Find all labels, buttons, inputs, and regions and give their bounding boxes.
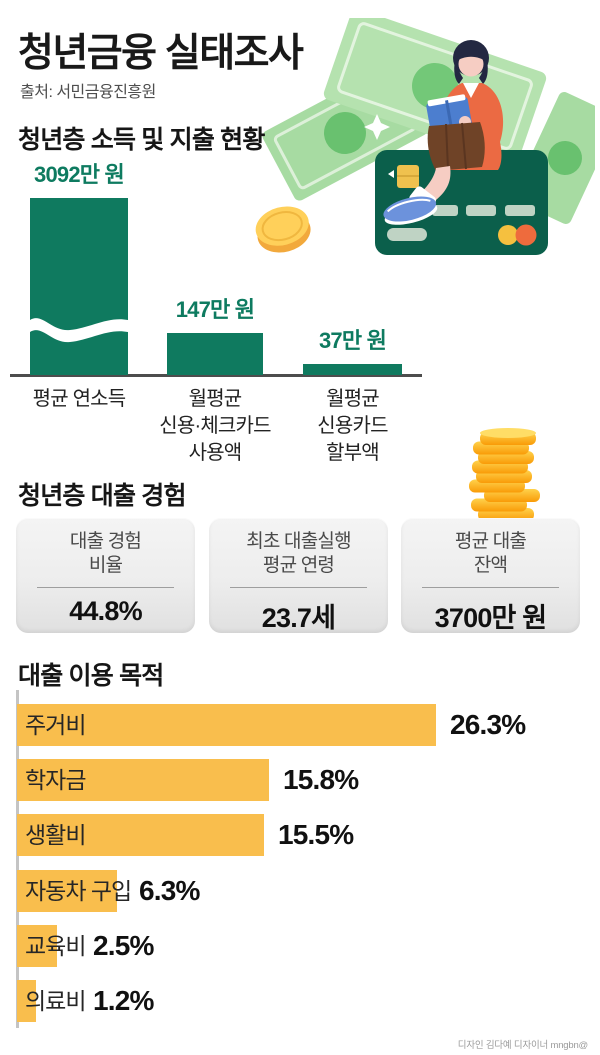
person-reading-icon	[383, 40, 504, 225]
section-title-income: 청년층 소득 및 지출 현황	[18, 126, 265, 154]
bar-category-label: 월평균 신용카드 할부액	[317, 388, 388, 464]
bar-value: 15.5%	[278, 819, 354, 850]
purpose-bar	[17, 704, 436, 746]
purpose-bar	[17, 814, 264, 856]
stat-value: 23.7세	[261, 603, 336, 633]
bar-value-label: 37만 원	[318, 328, 387, 354]
bar-category-label: 월평균 신용·체크카드 사용액	[159, 388, 271, 464]
income-bar-0	[30, 198, 128, 375]
divider	[230, 587, 367, 588]
coin-stack-coins	[469, 428, 540, 521]
divider	[37, 587, 174, 588]
axis-break-wave	[30, 318, 128, 343]
divider	[422, 587, 559, 588]
income-bar-2	[303, 364, 402, 375]
purpose-row: 주거비 26.3%	[17, 704, 600, 746]
section-title-loan-purpose: 대출 이용 목적	[18, 662, 164, 690]
income-bar-1	[167, 332, 263, 375]
source-text: 출처: 서민금융진흥원	[20, 84, 156, 101]
loan-purpose-chart: 주거비 26.3% 학자금 15.8% 생활비 15.5% 자동차 구입 6.3% 교육비 2.5…	[17, 704, 600, 1034]
bar-value: 15.8%	[283, 764, 359, 795]
coin-icon	[255, 206, 311, 253]
stat-card: 평균 대출 잔액 3700만 원	[401, 518, 580, 633]
stat-card: 대출 경험 비율 44.8%	[16, 518, 195, 633]
finance-illustration	[262, 18, 595, 255]
credit-card-icon	[375, 150, 548, 255]
stat-label: 대출 경험 비율	[69, 531, 142, 576]
purpose-bar	[17, 870, 117, 912]
purpose-row: 의료비 1.2%	[17, 980, 600, 1022]
bar-value: 2.5%	[93, 930, 154, 961]
income-chart: 3092만 원 147만 원 37만 원 평균 연소득 월평균 신용·체크카드 사용…	[0, 162, 430, 464]
page-title: 청년금융 실태조사	[18, 32, 304, 75]
bar-label: 생활비	[25, 822, 86, 848]
bar-label: 학자금	[25, 767, 86, 793]
bar-value: 6.3%	[139, 875, 200, 906]
bar-value: 1.2%	[93, 985, 154, 1016]
purpose-bar	[17, 980, 36, 1022]
section-title-loan-experience: 청년층 대출 경험	[18, 482, 187, 510]
bar-value-label: 147만 원	[175, 296, 255, 322]
x-axis-line	[10, 374, 422, 377]
bar-label: 의료비	[25, 988, 86, 1014]
stat-label: 평균 대출 잔액	[454, 531, 527, 576]
stat-value: 44.8%	[69, 596, 142, 626]
purpose-row: 자동차 구입 6.3%	[17, 870, 600, 912]
stat-value: 3700만 원	[434, 603, 547, 633]
bar-label: 교육비	[25, 933, 86, 959]
bar-label: 자동차 구입	[25, 878, 132, 904]
purpose-row: 교육비 2.5%	[17, 925, 600, 967]
stat-card: 최초 대출실행 평균 연령 23.7세	[209, 518, 388, 633]
purpose-row: 생활비 15.5%	[17, 814, 600, 856]
y-axis-line	[16, 690, 19, 1028]
bar-label: 주거비	[25, 712, 86, 738]
bar-category-label: 평균 연소득	[32, 388, 127, 410]
sparkle-icon	[364, 114, 390, 140]
credit-text: 디자인 김다예 디자이너 mngbn@	[457, 1040, 588, 1051]
coin-stack-icon	[469, 428, 540, 521]
bar-value-label: 3092만 원	[34, 162, 125, 187]
stat-label: 최초 대출실행 평균 연령	[246, 531, 351, 576]
purpose-bar	[17, 925, 57, 967]
loan-experience-cards: 대출 경험 비율 44.8% 최초 대출실행 평균 연령 23.7세 평균 대출 잔액…	[0, 518, 600, 633]
purpose-bar	[17, 759, 269, 801]
purpose-row: 학자금 15.8%	[17, 759, 600, 801]
bar-value: 26.3%	[450, 709, 526, 740]
